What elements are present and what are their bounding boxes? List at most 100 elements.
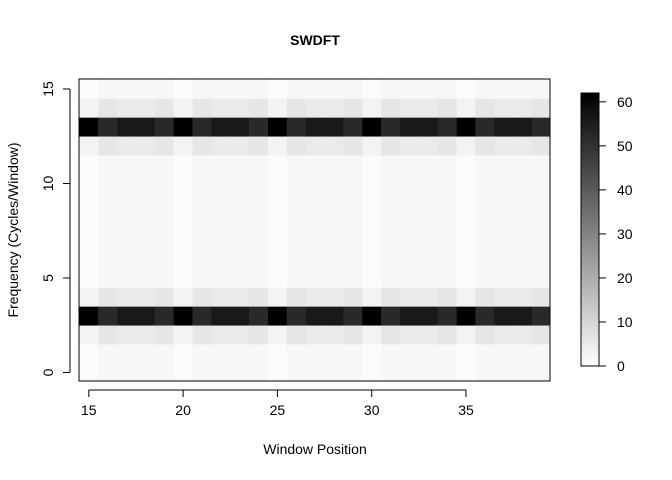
heatmap-cell (475, 363, 495, 382)
heatmap-cell (381, 306, 401, 326)
heatmap-cell (343, 287, 363, 307)
heatmap-cell (267, 306, 288, 326)
colorbar-band (581, 242, 599, 248)
heatmap-cell (286, 98, 306, 118)
heatmap-cell (362, 344, 382, 364)
heatmap-cell (475, 268, 495, 288)
heatmap-cell (494, 79, 514, 99)
heatmap-cell (230, 117, 250, 137)
heatmap-cell (192, 79, 212, 99)
heatmap-cell (192, 249, 212, 269)
heatmap-cell (381, 268, 401, 288)
colorbar-band (581, 189, 599, 195)
heatmap-cell (513, 230, 533, 250)
heatmap-cell (249, 325, 269, 345)
heatmap-cell (154, 249, 174, 269)
heatmap-cell (173, 79, 193, 99)
heatmap-cell (475, 287, 495, 307)
heatmap-cell (230, 230, 250, 250)
colorbar-tick-label: 40 (617, 182, 633, 198)
colorbar-band (581, 225, 599, 230)
heatmap-cell (249, 98, 269, 118)
colorbar-band (581, 216, 599, 221)
heatmap-cell (286, 363, 306, 382)
heatmap-cell (418, 155, 439, 175)
colorbar-band (581, 321, 599, 327)
colorbar-band (581, 141, 599, 147)
heatmap-cell (494, 155, 514, 175)
heatmap-cell (532, 155, 551, 175)
heatmap-cell (230, 136, 250, 156)
heatmap-cell (437, 230, 457, 250)
heatmap-cell (135, 363, 156, 382)
heatmap-cell (494, 192, 514, 213)
heatmap-cell (192, 192, 212, 213)
heatmap-cell (154, 363, 174, 382)
heatmap-cell (249, 155, 269, 175)
heatmap-cell (154, 325, 174, 345)
heatmap-cell (494, 98, 514, 118)
y-axis: 0 5 10 15 (40, 81, 71, 376)
heatmap-cell (249, 136, 269, 156)
heatmap-cell (154, 268, 174, 288)
heatmap-cell (343, 249, 363, 269)
heatmap-cell (381, 211, 401, 232)
heatmap-cell (211, 174, 231, 194)
colorbar-band (581, 123, 599, 129)
x-axis: 15 20 25 30 35 (81, 389, 474, 418)
heatmap-cell (117, 117, 137, 137)
heatmap-cell (154, 230, 174, 250)
heatmap-cell (513, 98, 533, 118)
heatmap-cell (211, 230, 231, 250)
colorbar-band (581, 260, 599, 266)
heatmap-cell (286, 79, 306, 99)
heatmap-cell (192, 211, 212, 232)
heatmap-cell (456, 306, 476, 326)
colorbar-tick-label: 30 (617, 226, 633, 242)
heatmap-cell (135, 174, 156, 194)
heatmap-cell (98, 211, 118, 232)
heatmap-cell (456, 155, 476, 175)
heatmap-cell (267, 287, 288, 307)
colorbar-band (581, 282, 599, 288)
heatmap-cell (532, 306, 551, 326)
heatmap-cell (362, 155, 382, 175)
heatmap-cell (267, 268, 288, 288)
heatmap-cell (135, 79, 156, 99)
heatmap-cell (135, 211, 156, 232)
heatmap-cell (192, 174, 212, 194)
heatmap-cell (98, 325, 118, 345)
heatmap-cell (154, 192, 174, 213)
heatmap-cell (192, 230, 212, 250)
colorbar-band (581, 273, 599, 279)
heatmap-cell (286, 155, 306, 175)
heatmap-cell (154, 98, 174, 118)
heatmap-cell (513, 249, 533, 269)
colorbar-band (581, 110, 599, 116)
colorbar-band (581, 203, 599, 208)
heatmap-cell (249, 363, 269, 382)
heatmap-cell (399, 325, 420, 345)
heatmap-cell (362, 268, 382, 288)
heatmap-cell (211, 98, 231, 118)
colorbar-band (581, 357, 599, 362)
heatmap-cell (267, 98, 288, 118)
heatmap-cell (230, 344, 250, 364)
colorbar-band (581, 128, 599, 133)
heatmap-cell (117, 268, 137, 288)
heatmap-cell (381, 363, 401, 382)
heatmap-cell (211, 192, 231, 213)
heatmap-cell (418, 79, 439, 99)
heatmap-cell (456, 98, 476, 118)
heatmap-cell (381, 249, 401, 269)
heatmap-cell (173, 117, 193, 137)
heatmap-cell (192, 98, 212, 118)
heatmap-cell (249, 174, 269, 194)
heatmap-cell (532, 192, 551, 213)
heatmap-cell (249, 211, 269, 232)
heatmap-cell (362, 211, 382, 232)
colorbar-band (581, 335, 599, 340)
heatmap-cell (211, 155, 231, 175)
heatmap-cell (267, 344, 288, 364)
